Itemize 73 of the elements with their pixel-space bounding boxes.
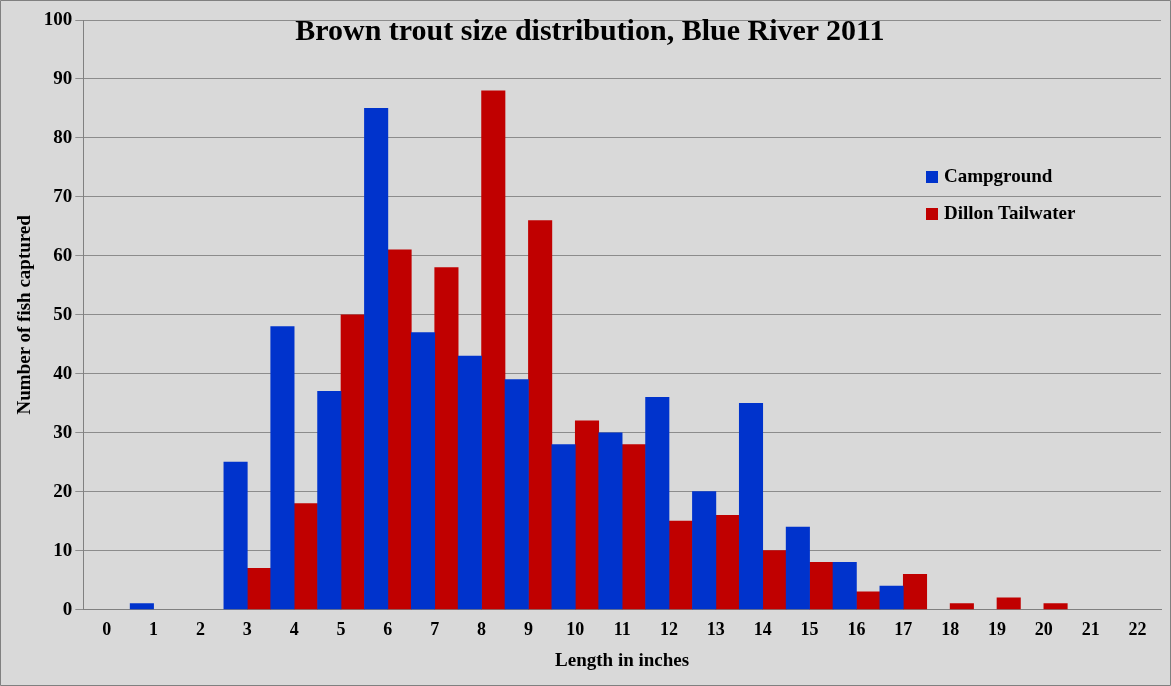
y-tick-label: 70 [53, 184, 73, 206]
x-tick-label: 17 [894, 619, 913, 640]
y-axis-title: Number of fish captured [13, 214, 35, 415]
bar [856, 591, 881, 610]
bar [504, 379, 529, 610]
bar [246, 568, 272, 610]
bar [340, 314, 365, 610]
bar [692, 491, 717, 610]
bar [902, 573, 928, 610]
x-tick-label: 20 [1034, 619, 1053, 640]
bar [364, 108, 389, 610]
x-tick-label: 1 [149, 619, 159, 640]
x-tick-label: 22 [1128, 619, 1147, 640]
bar [738, 402, 764, 610]
bar [528, 220, 553, 610]
bar [996, 597, 1021, 610]
x-tick-label: 8 [477, 619, 487, 640]
x-tick-label: 6 [383, 619, 393, 640]
bar [598, 432, 623, 610]
chart-title: Brown trout size distribution, Blue River 2011 [295, 12, 885, 46]
x-tick-label: 9 [523, 619, 533, 640]
bar [434, 267, 459, 610]
bar [317, 391, 342, 610]
bar [223, 461, 248, 610]
y-tick-label: 50 [53, 302, 73, 324]
x-tick-label: 7 [430, 619, 440, 640]
bar [809, 562, 834, 610]
bar [574, 420, 600, 610]
bar [410, 332, 436, 610]
bar [481, 90, 506, 610]
bar [129, 603, 154, 610]
bar [762, 550, 787, 610]
bar [551, 444, 576, 610]
x-tick-label: 18 [941, 619, 960, 640]
x-tick-label: 10 [566, 619, 585, 640]
y-tick-label: 60 [53, 243, 73, 265]
bar [1043, 603, 1068, 610]
bar [832, 562, 857, 610]
bar [621, 444, 646, 610]
y-tick-label: 20 [53, 479, 73, 501]
legend-label: Dillon Tailwater [944, 201, 1076, 223]
bar [457, 355, 482, 610]
x-tick-label: 21 [1081, 619, 1100, 640]
bar [949, 603, 974, 610]
y-tick-label: 30 [53, 420, 73, 442]
bar [668, 520, 693, 610]
x-tick-label: 2 [195, 619, 205, 640]
legend-label: Campground [944, 164, 1053, 186]
bar [387, 249, 412, 610]
bar [879, 585, 904, 610]
y-tick-label: 100 [43, 7, 73, 29]
bar [293, 503, 318, 610]
x-tick-label: 4 [289, 619, 299, 640]
x-axis-title: Length in inches [555, 648, 690, 670]
bar [785, 526, 810, 610]
x-tick-label: 3 [242, 619, 252, 640]
y-tick-label: 10 [53, 538, 73, 560]
x-tick-label: 0 [102, 619, 112, 640]
x-tick-label: 19 [988, 619, 1006, 640]
x-tick-label: 13 [706, 619, 725, 640]
x-tick-label: 12 [660, 619, 679, 640]
bar [645, 397, 670, 610]
bar [715, 514, 740, 610]
x-tick-label: 5 [336, 619, 346, 640]
x-tick-label: 15 [800, 619, 819, 640]
y-tick-label: 0 [62, 597, 73, 619]
y-tick-label: 40 [53, 361, 73, 383]
x-tick-label: 14 [753, 619, 772, 640]
y-tick-label: 90 [53, 66, 73, 88]
x-tick-label: 11 [613, 619, 631, 640]
bar [270, 326, 295, 610]
x-tick-label: 16 [847, 619, 866, 640]
y-tick-label: 80 [53, 125, 73, 147]
